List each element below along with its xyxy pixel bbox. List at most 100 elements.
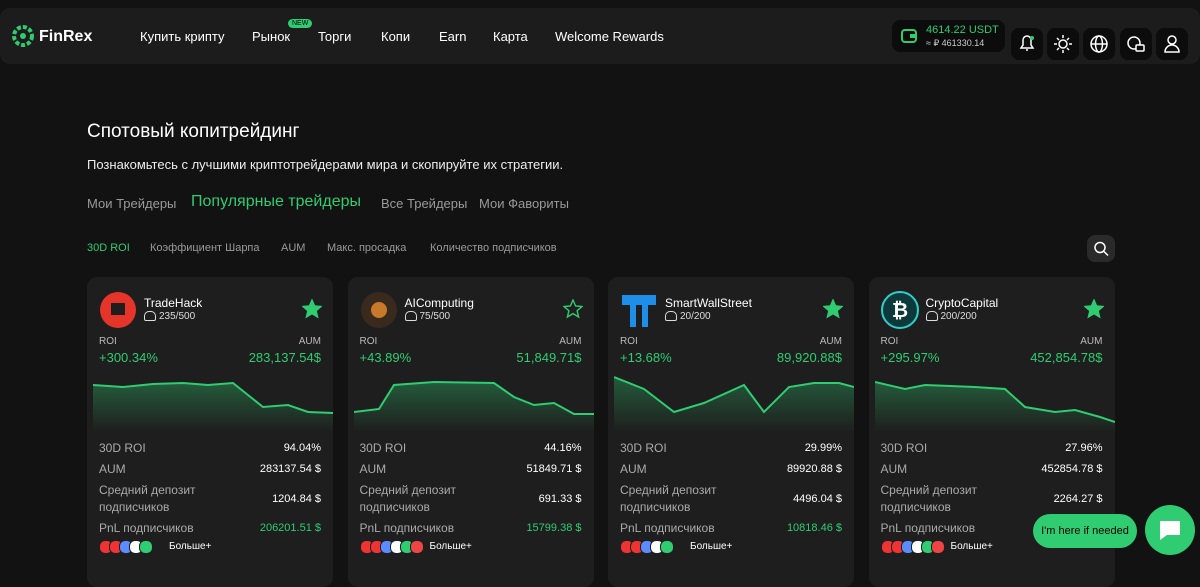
- favorite-star[interactable]: [1082, 298, 1105, 323]
- search-button[interactable]: [1087, 235, 1115, 262]
- trader-card[interactable]: ₿ CryptoCapital 200/200 ROI AUM +295.97% 452,8…: [868, 277, 1115, 587]
- chat-button[interactable]: [1145, 505, 1195, 555]
- favorite-star[interactable]: [301, 298, 323, 323]
- nav-item[interactable]: Торги: [318, 29, 352, 44]
- more-link[interactable]: Больше+: [950, 541, 993, 552]
- nav-item[interactable]: Welcome Rewards: [555, 29, 664, 44]
- sparkline: [614, 376, 854, 432]
- stat-label: PnL подписчиков: [99, 521, 194, 535]
- nav-item[interactable]: Копи: [381, 29, 411, 44]
- top-nav: FinRex Купить крипту Рынок Торги Копи Earn Ка…: [0, 8, 1200, 64]
- chat-hint[interactable]: I'm here if needed: [1033, 514, 1137, 548]
- subscribers: 75/500: [419, 311, 451, 322]
- stat-label: AUM: [620, 462, 647, 476]
- stat-label: Средний депозит подписчиков: [880, 483, 978, 514]
- stat-value: 44.16%: [544, 442, 582, 454]
- favorite-star[interactable]: [822, 298, 844, 323]
- avatar: [622, 295, 656, 327]
- trader-card[interactable]: TradeHack 235/500 ROI AUM +300.34% 283,137.54…: [87, 277, 333, 587]
- stat-label: PnL подписчиков: [620, 521, 715, 535]
- stat-label: 30D ROI: [880, 441, 928, 455]
- stat-value: 94.04%: [283, 442, 321, 454]
- stat-value: 89920.88 $: [786, 463, 842, 475]
- aum: 283,137.54$: [248, 350, 321, 365]
- stat-label: AUM: [880, 462, 908, 476]
- logo-icon: [12, 25, 34, 47]
- sparkline: [874, 381, 1115, 432]
- trader-name[interactable]: AIComputing: [404, 296, 474, 310]
- filter[interactable]: 30D ROI: [87, 242, 130, 254]
- trader-card[interactable]: SmartWallStreet 20/200 ROI AUM +13.68% 89,920…: [608, 277, 854, 587]
- subscribers-icon: [404, 311, 417, 321]
- stat-label: AUM: [99, 462, 126, 476]
- nav-item[interactable]: Рынок: [252, 29, 291, 44]
- filter[interactable]: Количество подписчиков: [430, 242, 557, 254]
- roi-label: ROI: [99, 336, 117, 347]
- filter[interactable]: AUM: [281, 242, 306, 254]
- svg-text:₿: ₿: [891, 300, 907, 322]
- stat-value: 4496.04 $: [793, 493, 842, 505]
- new-badge: NEW: [288, 19, 313, 28]
- stat-value: 2264.27 $: [1053, 493, 1103, 505]
- stat-label: PnL подписчиков: [359, 521, 455, 535]
- aum-label: AUM: [1080, 336, 1103, 347]
- tab[interactable]: Все Трейдеры: [381, 196, 468, 211]
- aum: 51,849.71$: [516, 350, 582, 365]
- page-title: Спотовый копитрейдинг: [87, 121, 300, 142]
- page: { "nav": {"logo": "FinRex", "items": ["К…: [0, 8, 1200, 587]
- nav-item[interactable]: Earn: [439, 29, 467, 44]
- subscribers-icon: [665, 311, 677, 321]
- more-link[interactable]: Больше+: [690, 541, 733, 552]
- coin-icons: [880, 540, 951, 554]
- aum: 452,854.78$: [1030, 350, 1103, 365]
- coin-icons: [99, 540, 169, 554]
- stat-label: Средний депозит подписчиков: [620, 483, 717, 514]
- sparkline: [353, 380, 594, 432]
- stat-label: AUM: [359, 462, 387, 476]
- stat-label: Средний депозит подписчиков: [359, 483, 457, 514]
- aum: 89,920.88$: [776, 350, 842, 365]
- aum-label: AUM: [819, 336, 842, 347]
- tab[interactable]: Мои Трейдеры: [87, 196, 177, 211]
- language[interactable]: [1083, 28, 1115, 60]
- currency[interactable]: [1120, 28, 1152, 60]
- body: FinRex Купить крипту Рынок Торги Копи Earn Ка…: [0, 8, 1200, 587]
- stat-value: 15799.38 $: [526, 522, 582, 534]
- page-subtitle: Познакомьтесь с лучшими криптотрейдерами…: [87, 157, 564, 172]
- theme[interactable]: [1047, 28, 1079, 60]
- subscribers: 200/200: [940, 311, 977, 322]
- stat-value: 10818.46 $: [786, 522, 842, 534]
- balance: 4614.22 USDT: [926, 24, 999, 36]
- stat-value: 283137.54 $: [259, 463, 321, 475]
- tab[interactable]: Мои Фавориты: [479, 196, 569, 211]
- nav-item[interactable]: Карта: [493, 29, 528, 44]
- sparkline: [93, 381, 333, 432]
- trader-name[interactable]: TradeHack: [144, 296, 203, 310]
- stat-label: 30D ROI: [359, 441, 407, 455]
- roi: +43.89%: [359, 350, 412, 365]
- notifications[interactable]: [1011, 28, 1043, 60]
- trader-name[interactable]: SmartWallStreet: [665, 296, 752, 310]
- subscribers: 20/200: [680, 311, 711, 322]
- filter[interactable]: Макс. просадка: [327, 242, 407, 254]
- favorite-star[interactable]: [561, 298, 584, 323]
- more-link[interactable]: Больше+: [169, 541, 212, 552]
- balance-rub: ≈ ₽ 461330.14: [926, 38, 985, 48]
- more-link[interactable]: Больше+: [429, 541, 472, 552]
- trader-name[interactable]: CryptoCapital: [925, 296, 999, 310]
- stat-value: 51849.71 $: [526, 463, 582, 475]
- logo[interactable]: FinRex: [39, 28, 93, 45]
- profile[interactable]: [1156, 28, 1188, 60]
- stat-label: PnL подписчиков: [880, 521, 976, 535]
- nav-item[interactable]: Купить крипту: [140, 29, 225, 44]
- subscribers-icon: [144, 311, 156, 321]
- stat-value: 691.33 $: [538, 493, 582, 505]
- trader-card[interactable]: AIComputing 75/500 ROI AUM +43.89% 51,849.71$…: [347, 277, 594, 587]
- tab[interactable]: Популярные трейдеры: [191, 193, 361, 210]
- roi-label: ROI: [620, 336, 638, 347]
- avatar: [100, 292, 136, 328]
- roi-label: ROI: [880, 336, 899, 347]
- stat-value: 452854.78 $: [1041, 463, 1103, 475]
- wallet[interactable]: 4614.22 USDT ≈ ₽ 461330.14: [892, 20, 1005, 52]
- filter[interactable]: Коэффициент Шарпа: [150, 242, 260, 254]
